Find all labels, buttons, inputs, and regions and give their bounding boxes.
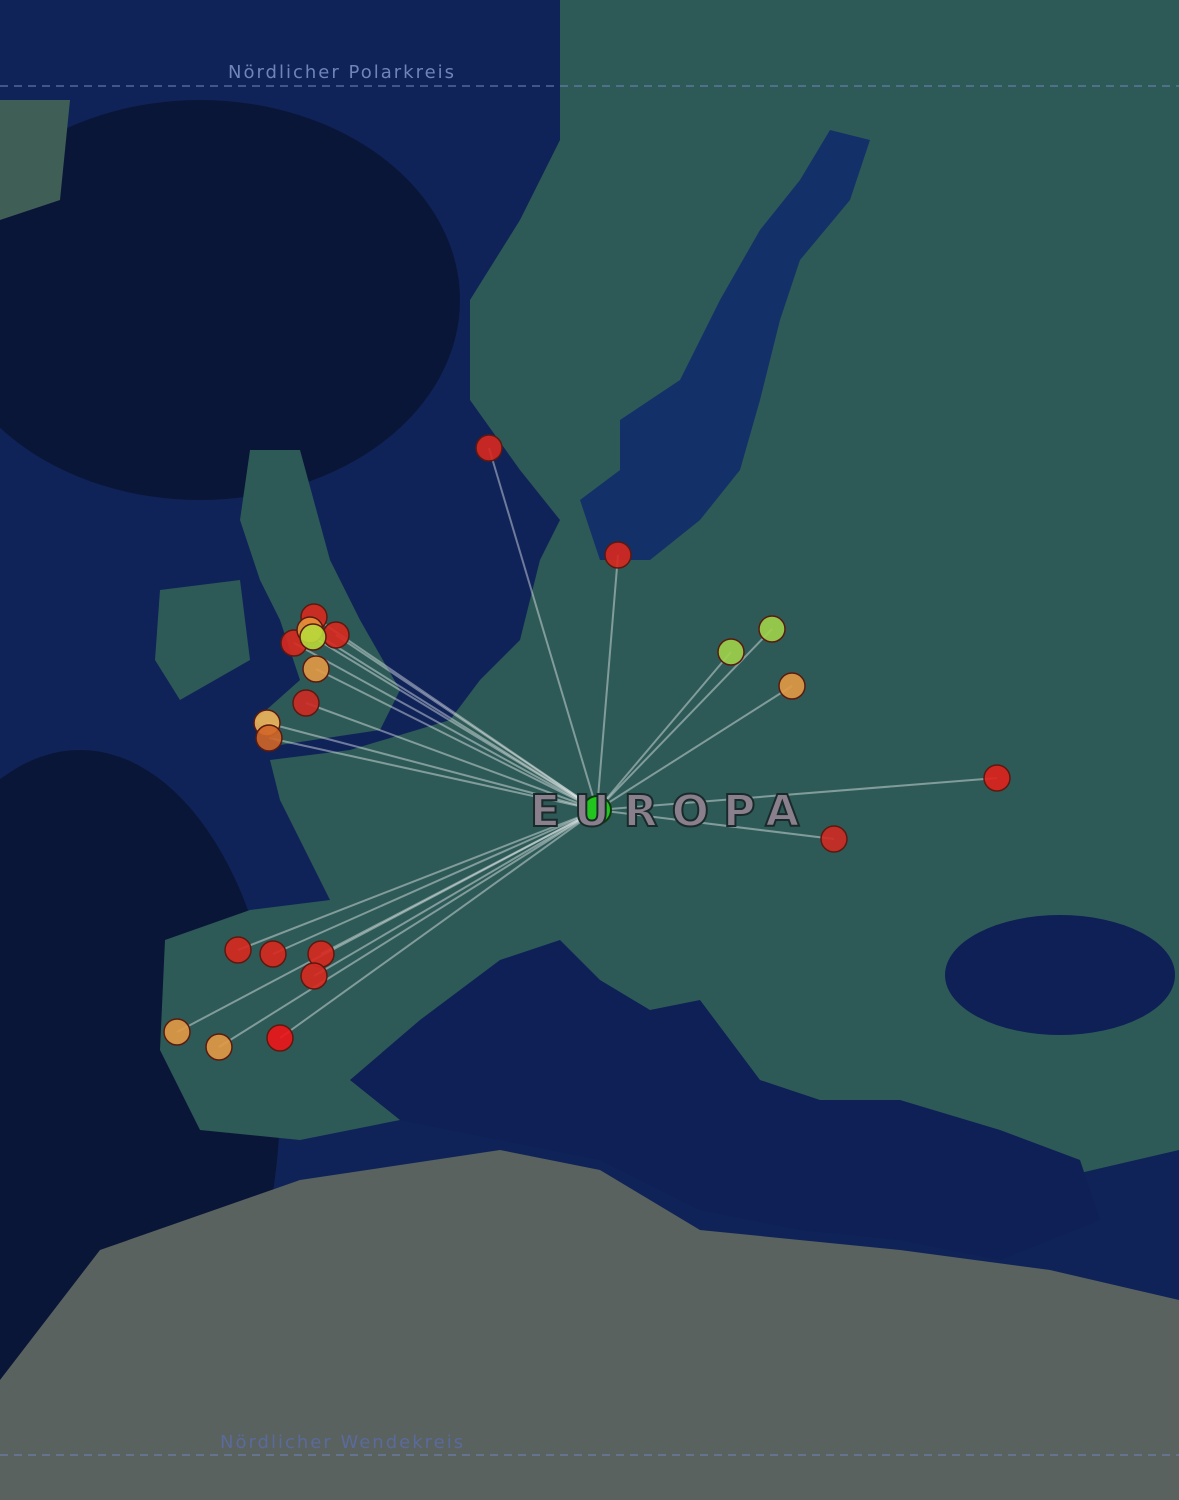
location-marker[interactable]	[820, 825, 848, 853]
location-marker[interactable]	[300, 962, 328, 990]
connection-line	[313, 809, 598, 977]
connection-line	[312, 636, 598, 811]
connection-line	[237, 809, 598, 951]
connection-line	[596, 628, 773, 811]
connection-line	[596, 651, 732, 811]
connection-line	[268, 737, 598, 811]
connection-line	[596, 777, 998, 811]
connection-line	[309, 629, 598, 811]
location-marker[interactable]	[163, 1018, 191, 1046]
connection-line	[218, 809, 598, 1048]
arctic-circle-label: Nördlicher Polarkreis	[228, 62, 457, 83]
connection-line	[488, 447, 598, 811]
connection-line	[315, 668, 598, 811]
location-marker[interactable]	[266, 1024, 294, 1052]
connection-line	[320, 809, 598, 955]
connection-line	[305, 702, 598, 811]
location-marker[interactable]	[224, 936, 252, 964]
location-marker[interactable]	[717, 638, 745, 666]
connection-line	[596, 809, 835, 840]
location-marker[interactable]	[475, 434, 503, 462]
tropic-label: Nördlicher Wendekreis	[220, 1432, 466, 1453]
location-marker[interactable]	[983, 764, 1011, 792]
location-marker[interactable]	[255, 724, 283, 752]
location-marker[interactable]	[758, 615, 786, 643]
mediterranean-sea	[350, 940, 1100, 1260]
connection-line	[596, 554, 619, 811]
connection-line	[596, 685, 793, 811]
connection-line	[272, 809, 598, 955]
location-marker[interactable]	[302, 655, 330, 683]
connection-line	[176, 809, 598, 1033]
deep-ocean	[0, 100, 460, 500]
connection-line	[313, 616, 598, 811]
location-marker[interactable]	[322, 621, 350, 649]
location-marker[interactable]	[292, 689, 320, 717]
land-europe	[160, 0, 1179, 1180]
connection-line	[279, 809, 598, 1039]
land-ireland	[155, 580, 250, 700]
connection-line	[335, 634, 598, 811]
land-africa	[0, 1150, 1179, 1500]
connection-line	[266, 722, 598, 811]
connection-line	[293, 642, 598, 811]
location-marker[interactable]	[299, 623, 327, 651]
hub-marker[interactable]	[582, 795, 612, 825]
location-marker[interactable]	[205, 1033, 233, 1061]
location-marker[interactable]	[259, 940, 287, 968]
land-iceland	[0, 100, 70, 220]
location-marker[interactable]	[778, 672, 806, 700]
location-marker[interactable]	[604, 541, 632, 569]
land-uk	[240, 450, 400, 745]
region-label: EUROPA	[529, 785, 814, 838]
black-sea	[945, 915, 1175, 1035]
baltic-sea	[580, 130, 870, 560]
